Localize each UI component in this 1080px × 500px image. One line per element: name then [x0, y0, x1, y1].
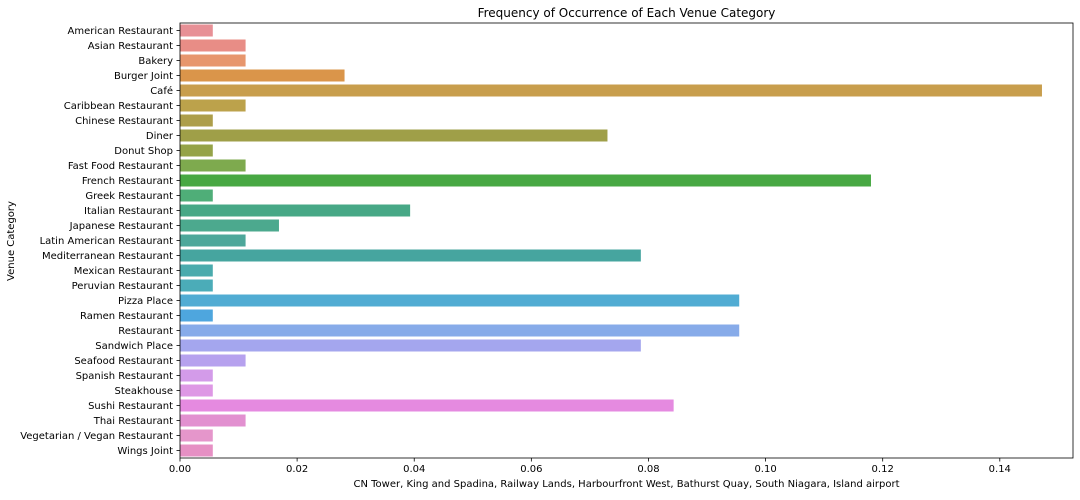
x-tick-label: 0.02 — [286, 464, 308, 475]
bar-24 — [180, 384, 213, 397]
y-tick-label: Spanish Restaurant — [76, 371, 173, 382]
bar-25 — [180, 399, 674, 412]
bar-17 — [180, 279, 213, 292]
x-tick-label: 0.04 — [403, 464, 425, 475]
y-tick-label: Mediterranean Restaurant — [42, 251, 173, 262]
y-tick-label: Bakery — [138, 56, 173, 67]
y-axis: American Restaurant Asian Restaurant Baker… — [20, 26, 180, 457]
y-tick-label: Thai Restaurant — [93, 416, 173, 427]
y-tick-label: Sushi Restaurant — [88, 401, 173, 412]
y-tick-label: Greek Restaurant — [85, 191, 173, 202]
bar-15 — [180, 249, 641, 262]
bar-26 — [180, 414, 246, 427]
bar-10 — [180, 174, 871, 187]
bars-group — [180, 24, 1042, 457]
bar-28 — [180, 444, 213, 457]
y-tick-label: Sandwich Place — [95, 341, 173, 352]
bar-12 — [180, 204, 411, 217]
x-tick-label: 0.00 — [169, 464, 191, 475]
bar-22 — [180, 354, 246, 367]
y-tick-label: Diner — [146, 131, 174, 142]
y-tick-label: Ramen Restaurant — [80, 311, 173, 322]
y-tick-label: Caribbean Restaurant — [64, 101, 173, 112]
y-tick-label: Italian Restaurant — [84, 206, 173, 217]
x-tick-label: 0.12 — [872, 464, 894, 475]
bar-0 — [180, 24, 213, 37]
bar-21 — [180, 339, 641, 352]
y-tick-label: Chinese Restaurant — [75, 116, 173, 127]
bar-9 — [180, 159, 246, 172]
bar-20 — [180, 324, 740, 337]
y-tick-label: Vegetarian / Vegan Restaurant — [20, 431, 173, 442]
bar-6 — [180, 114, 213, 127]
bar-27 — [180, 429, 213, 442]
bar-2 — [180, 54, 246, 67]
y-tick-label: Café — [150, 85, 173, 97]
bar-19 — [180, 309, 213, 322]
bar-11 — [180, 189, 213, 202]
y-tick-label: Asian Restaurant — [88, 41, 173, 52]
y-tick-label: American Restaurant — [67, 26, 173, 37]
bar-3 — [180, 69, 345, 82]
y-tick-label: Wings Joint — [117, 446, 173, 457]
bar-5 — [180, 99, 246, 112]
chart-title: Frequency of Occurrence of Each Venue Ca… — [478, 6, 776, 20]
bar-1 — [180, 39, 246, 52]
x-axis-title: CN Tower, King and Spadina, Railway Land… — [353, 479, 899, 490]
bar-13 — [180, 219, 279, 232]
y-tick-label: Mexican Restaurant — [74, 266, 173, 277]
y-tick-label: Burger Joint — [114, 71, 173, 82]
plot-frame — [179, 22, 1074, 459]
y-tick-label: Steakhouse — [115, 386, 174, 397]
y-tick-label: French Restaurant — [82, 176, 173, 187]
bar-16 — [180, 264, 213, 277]
x-axis: 0.00 0.02 0.04 0.06 0.08 0.10 0.12 0.14 — [169, 458, 1011, 475]
bar-8 — [180, 144, 213, 157]
y-tick-label: Seafood Restaurant — [74, 356, 173, 367]
y-tick-label: Restaurant — [118, 326, 173, 337]
y-tick-label: Donut Shop — [114, 146, 173, 157]
bar-4 — [180, 84, 1042, 97]
y-axis-title: Venue Category — [6, 201, 17, 281]
bar-14 — [180, 234, 246, 247]
x-tick-label: 0.10 — [754, 464, 776, 475]
y-tick-label: Peruvian Restaurant — [72, 281, 173, 292]
x-tick-label: 0.06 — [520, 464, 542, 475]
y-tick-label: Latin American Restaurant — [40, 236, 174, 247]
x-tick-label: 0.14 — [989, 464, 1011, 475]
bar-18 — [180, 294, 740, 307]
y-tick-label: Japanese Restaurant — [69, 221, 173, 232]
y-tick-label: Fast Food Restaurant — [68, 161, 173, 172]
bar-23 — [180, 369, 213, 382]
y-tick-label: Pizza Place — [118, 296, 173, 307]
x-tick-label: 0.08 — [637, 464, 659, 475]
bar-7 — [180, 129, 608, 142]
